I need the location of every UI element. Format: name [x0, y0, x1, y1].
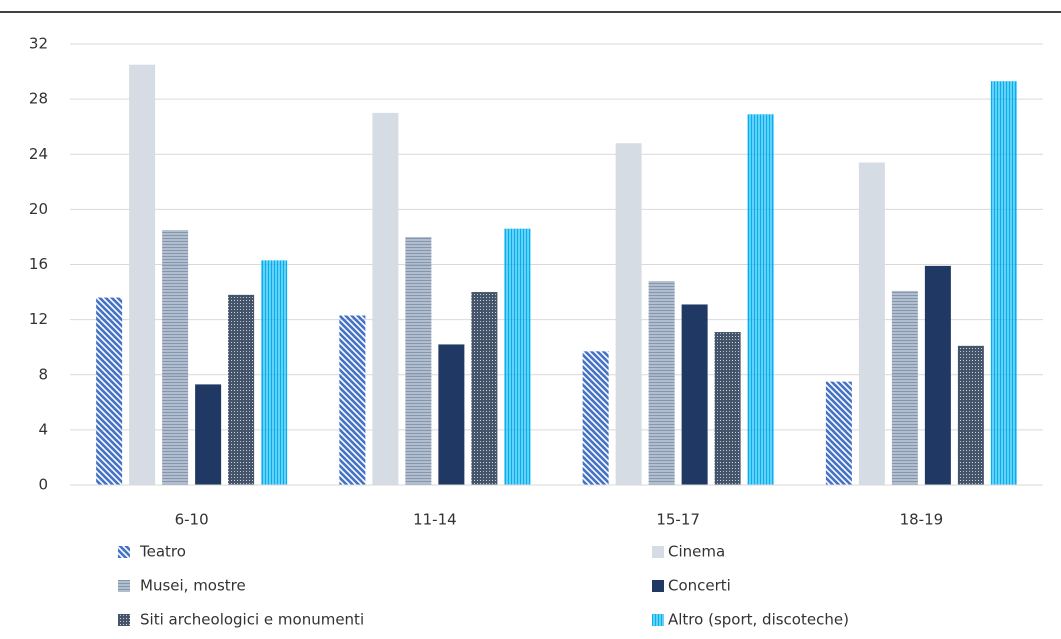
bar: [471, 292, 498, 485]
bar: [615, 143, 642, 485]
bar: [438, 344, 465, 485]
legend-label: Musei, mostre: [140, 577, 246, 595]
bar: [957, 345, 984, 485]
bar: [825, 381, 852, 485]
legend-label: Teatro: [139, 543, 186, 561]
legend-swatch: [652, 614, 664, 626]
legend-swatch: [118, 546, 130, 558]
bar: [924, 265, 951, 485]
x-tick-label: 11-14: [413, 511, 457, 529]
y-tick-label: 20: [29, 200, 48, 218]
bar: [648, 281, 675, 485]
legend-label: Cinema: [668, 543, 725, 561]
legend-label: Siti archeologici e monumenti: [140, 611, 364, 629]
legend-label: Altro (sport, discoteche): [668, 611, 849, 629]
bar: [582, 351, 609, 485]
bar: [681, 304, 708, 485]
bar: [714, 332, 741, 485]
y-tick-label: 12: [29, 310, 48, 328]
bar: [195, 384, 222, 485]
bar: [228, 294, 255, 485]
y-tick-label: 24: [29, 145, 48, 163]
legend-label: Concerti: [668, 577, 731, 595]
y-tick-label: 8: [38, 365, 48, 383]
bar: [504, 228, 531, 485]
legend-swatch: [118, 614, 130, 626]
legend-swatch: [118, 580, 130, 592]
bar: [261, 260, 288, 485]
bar: [858, 162, 885, 486]
bar: [129, 64, 156, 485]
legend-swatch: [652, 580, 664, 592]
y-tick-label: 0: [38, 476, 48, 494]
x-tick-label: 15-17: [656, 511, 700, 529]
y-tick-label: 28: [29, 90, 48, 108]
bar: [747, 114, 774, 486]
x-tick-label: 18-19: [900, 511, 944, 529]
bar: [339, 315, 366, 485]
y-tick-label: 4: [38, 420, 48, 438]
bar: [990, 81, 1017, 485]
bar: [405, 236, 432, 485]
x-tick-label: 6-10: [175, 511, 209, 529]
legend-swatch: [652, 546, 664, 558]
bar: [372, 112, 399, 485]
bar: [162, 230, 189, 485]
y-tick-label: 16: [29, 255, 48, 273]
bar: [96, 297, 123, 485]
y-tick-label: 32: [29, 35, 48, 53]
bar: [891, 290, 918, 485]
